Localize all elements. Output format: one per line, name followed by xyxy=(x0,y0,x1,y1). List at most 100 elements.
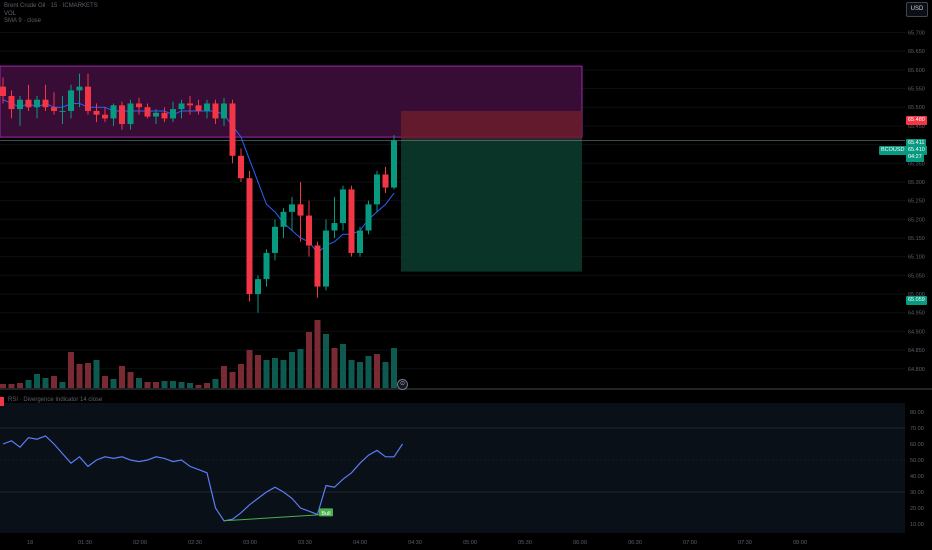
time-axis-tick: 06:00 xyxy=(573,540,587,546)
price-axis-tick: 65.050 xyxy=(908,273,925,279)
candle-body xyxy=(127,103,134,125)
volume-bar xyxy=(348,360,355,388)
volume-bar xyxy=(127,372,134,388)
price-axis-tick: 65.300 xyxy=(908,180,925,186)
time-axis-tick: 08:00 xyxy=(793,540,807,546)
volume-bar xyxy=(357,362,363,388)
volume-bar xyxy=(195,385,202,388)
symbol-tag: BCOUSD xyxy=(879,146,907,155)
price-axis-tick: 65.450 xyxy=(908,124,925,130)
candle-body xyxy=(348,189,355,253)
candle-body xyxy=(272,226,278,253)
candle-body xyxy=(102,114,108,119)
time-axis-tick: 07:30 xyxy=(738,540,752,546)
currency-button[interactable]: USD xyxy=(906,2,928,17)
time-axis-tick: 02:30 xyxy=(188,540,202,546)
chart-header-volume: VOL xyxy=(4,11,17,17)
time-axis-tick: 02:00 xyxy=(133,540,147,546)
volume-bar xyxy=(51,376,57,388)
candle-body xyxy=(76,86,83,91)
candle-body xyxy=(314,245,321,287)
volume-bar xyxy=(280,360,287,388)
candle-body xyxy=(221,103,227,119)
rsi-axis-tick: 30.00 xyxy=(910,490,924,496)
target-price-tag: 65.059 xyxy=(906,296,927,305)
pane-toggle-icon[interactable]: ⊙ xyxy=(397,379,408,390)
price-axis-tick: 65.600 xyxy=(908,68,925,74)
candle-body xyxy=(297,204,304,216)
rsi-axis-tick: 40.00 xyxy=(910,474,924,480)
volume-bar xyxy=(212,379,219,388)
rsi-axis-tick: 10.00 xyxy=(910,522,924,528)
time-axis-tick: 07:00 xyxy=(683,540,697,546)
candle-body xyxy=(323,230,329,287)
volume-bar xyxy=(102,376,108,388)
price-axis-tick: 65.550 xyxy=(908,87,925,93)
volume-bar xyxy=(178,382,185,388)
candle-body xyxy=(255,279,261,295)
candle-body xyxy=(212,103,219,119)
candle-body xyxy=(195,105,202,111)
candle-body xyxy=(382,174,389,188)
candle-body xyxy=(153,112,159,117)
rsi-header: RSI · Divergence Indicator 14 close xyxy=(8,397,103,403)
rsi-axis-tick: 50.00 xyxy=(910,458,924,464)
volume-bar xyxy=(170,381,176,388)
candle-body xyxy=(229,103,236,156)
time-axis-tick: 05:00 xyxy=(463,540,477,546)
volume-bar xyxy=(255,355,261,388)
time-axis-tick: 04:00 xyxy=(353,540,367,546)
candle-body xyxy=(178,103,185,110)
candle-body xyxy=(161,112,168,119)
price-axis-tick: 64.900 xyxy=(908,329,925,335)
volume-bar xyxy=(42,378,49,388)
volume-bar xyxy=(144,382,151,388)
time-axis-tick: 18 xyxy=(27,540,33,546)
price-axis-tick: 64.800 xyxy=(908,367,925,373)
price-tag-1: 65.411 xyxy=(906,139,927,148)
volume-bar xyxy=(76,364,83,388)
rsi-axis-tick: 80.00 xyxy=(910,410,924,416)
volume-bar xyxy=(297,349,304,388)
candle-body xyxy=(25,99,32,108)
volume-bar xyxy=(68,352,74,388)
time-axis-tick: 03:00 xyxy=(243,540,257,546)
rsi-axis-tick: 70.00 xyxy=(910,426,924,432)
chart-header-title: Brent Crude Oil · 15 · ICMARKETS xyxy=(4,3,98,9)
volume-bar xyxy=(374,354,380,388)
price-axis-tick: 65.200 xyxy=(908,217,925,223)
candle-body xyxy=(119,105,125,125)
volume-bar xyxy=(0,384,6,388)
volume-bar xyxy=(187,383,193,388)
volume-bar xyxy=(331,348,338,388)
bullish-divergence-line xyxy=(223,513,327,522)
volume-bar xyxy=(221,366,227,388)
volume-bar xyxy=(85,363,91,388)
candle-body xyxy=(68,90,74,111)
bull-label: Bull xyxy=(321,511,330,517)
candle-body xyxy=(263,252,270,280)
time-axis-tick: 01:30 xyxy=(78,540,92,546)
volume-bar xyxy=(246,350,253,388)
time-axis-tick: 05:30 xyxy=(518,540,532,546)
volume-bar xyxy=(314,320,321,388)
volume-bar xyxy=(391,348,397,388)
candle-body xyxy=(110,105,117,119)
candle-body xyxy=(17,99,23,110)
rsi-line xyxy=(2,435,403,522)
volume-bar xyxy=(272,358,278,388)
stop-loss-zone xyxy=(401,110,582,139)
volume-bar xyxy=(382,362,389,388)
candle-body xyxy=(34,99,40,108)
candle-body xyxy=(306,215,312,246)
candle-body xyxy=(246,178,253,295)
time-axis-tick: 06:30 xyxy=(628,540,642,546)
stop-price-tag: 65.480 xyxy=(906,116,927,125)
volume-bar xyxy=(119,366,125,388)
candle-body xyxy=(331,223,338,231)
candle-body xyxy=(365,204,372,231)
price-axis-tick: 65.000 xyxy=(908,292,925,298)
price-axis-tick: 65.700 xyxy=(908,30,925,36)
bull-label-bg xyxy=(319,508,333,517)
